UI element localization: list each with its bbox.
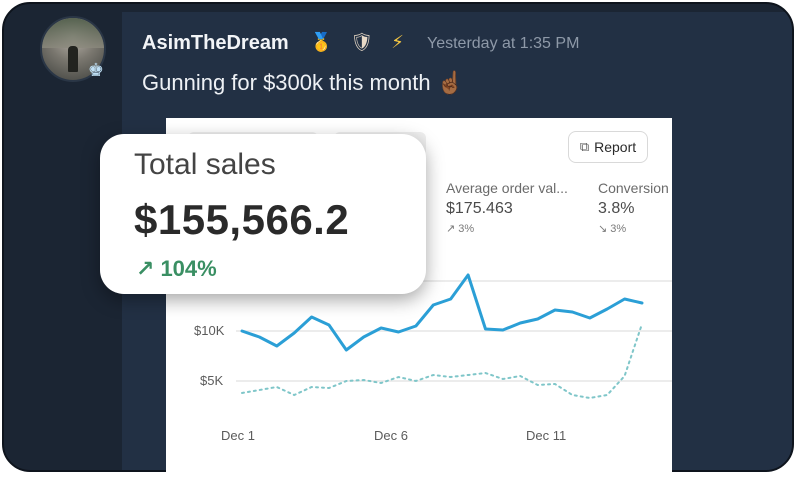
x-tick-label: Dec 6: [374, 428, 408, 443]
avatar-background: [42, 18, 104, 48]
user-badges: 🥇 🛡 ⚡: [310, 31, 404, 53]
total-sales-change: ↗ 104%: [136, 256, 217, 282]
medal-icon[interactable]: 🥇: [310, 32, 333, 52]
avatar[interactable]: [40, 16, 106, 82]
shield-icon[interactable]: 🛡: [350, 32, 374, 52]
x-tick-label: Dec 11: [526, 428, 566, 443]
pointing-up-icon: ☝🏾: [436, 70, 465, 95]
report-icon: ⧉: [579, 139, 590, 154]
x-tick-label: Dec 1: [221, 428, 255, 443]
metric-value: 3.8%: [598, 200, 635, 217]
callout-title: Total sales: [134, 148, 276, 181]
message-body: Gunning for $300k this month: [142, 70, 431, 95]
comparison-series-line: [241, 323, 643, 400]
total-sales-series-line: [240, 273, 644, 352]
metric-label: Conversion: [598, 180, 669, 196]
y-tick-label: $5K: [200, 373, 223, 388]
message-text: Gunning for $300k this month ☝🏾: [142, 70, 464, 96]
report-button-label: Report: [594, 139, 637, 155]
metric-change: ↘ 3%: [598, 223, 627, 235]
y-tick-label: $10K: [194, 323, 225, 338]
avatar-figure: [68, 46, 78, 72]
total-sales-callout: Total sales $155,566.2 ↗ 104%: [100, 134, 426, 294]
metric-label: Average order val...: [446, 180, 568, 196]
trend-up-icon: ↗: [136, 256, 155, 281]
change-percent: 104%: [160, 256, 217, 281]
total-sales-value: $155,566.2: [134, 196, 350, 243]
username[interactable]: AsimTheDream: [142, 32, 289, 54]
metric-change: ↗ 3%: [446, 223, 475, 235]
metric-value: $175.463: [446, 200, 513, 217]
crown-icon: ♚: [87, 60, 105, 80]
lightning-icon[interactable]: ⚡: [391, 32, 404, 52]
report-button[interactable]: ⧉ Report: [568, 131, 648, 163]
message-timestamp[interactable]: Yesterday at 1:35 PM: [427, 35, 580, 52]
